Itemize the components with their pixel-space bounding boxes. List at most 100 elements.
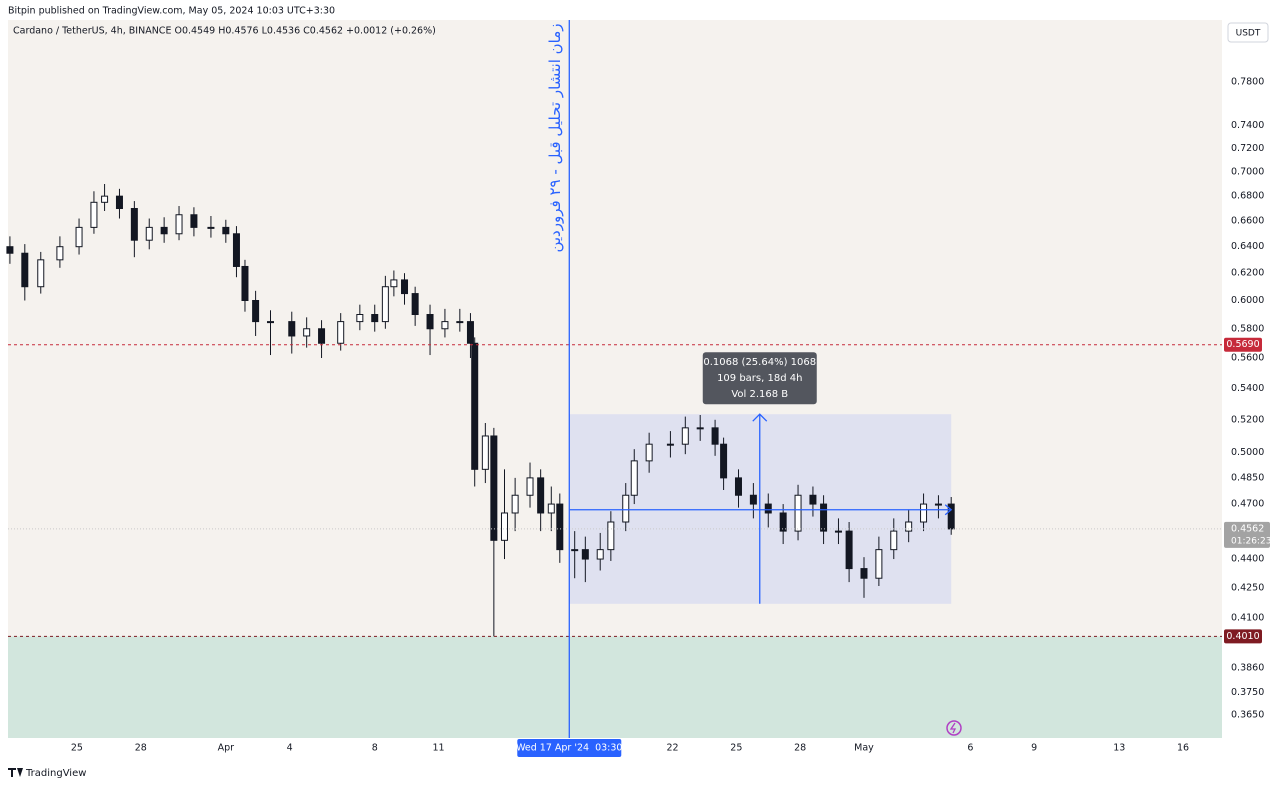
y-tick-label: 0.7400 [1231,120,1264,131]
candle-body [56,246,64,261]
axes: 0.7800 0.7400 0.7200 0.7000 0.6800 0.6600 0.64… [71,76,1271,757]
candle-body [471,342,479,470]
candle-body [696,427,704,430]
x-tick-label: 11 [433,743,445,754]
y-tick-label: 0.6000 [1231,295,1264,306]
y-tick-label: 0.5200 [1231,414,1264,425]
y-tick-label: 0.5400 [1231,383,1264,394]
candle-body [160,226,168,235]
candle-body [115,195,123,210]
candle-body [666,443,674,446]
candle-body [622,494,630,523]
candle-body [645,443,653,462]
candle-body [556,503,564,551]
plot-bg [8,20,1222,738]
candle-body [947,503,955,530]
candle-body [875,549,883,579]
y-tick-label: 0.4250 [1231,582,1264,593]
last-price-box [1224,521,1270,548]
candle-body [303,328,311,337]
candle-body [266,321,274,324]
candle-body [809,494,817,505]
candle-body [845,530,853,570]
candle-body [500,512,508,541]
countdown-label: 01:26:23 [1231,536,1271,546]
x-tick-label: Apr [218,743,235,754]
candle-body [905,521,913,532]
candle-body [426,314,434,330]
candle-body [920,503,928,523]
support-zone [8,636,1222,738]
candle-body [381,286,389,323]
candle-body [175,214,183,235]
alert-icon-bolt [949,722,957,734]
marker-note: زمان انتشار تحلیل قبل - ۲۹ فروردین [546,23,564,252]
candle-body [207,226,215,229]
candle-body [571,549,579,552]
y-tick-label: 0.7000 [1231,166,1264,177]
measure-tooltip-line: Vol 2.168 B [731,389,788,400]
marker-axis-box [517,739,622,757]
candle-body [390,279,398,288]
candle-body [734,477,742,496]
candle-body [456,321,464,324]
candle-body [860,568,868,579]
currency-button[interactable] [1227,22,1269,43]
x-tick-label: 25 [71,743,83,754]
candle-body [252,299,260,323]
y-tick-label: 0.6200 [1231,268,1264,279]
candle-body [6,246,14,254]
y-tick-label: 0.4100 [1231,612,1264,623]
candle-body [779,512,787,532]
candle-body [820,503,828,532]
candle-body [466,321,474,344]
x-tick-label: 8 [372,743,378,754]
candle-body [681,427,689,445]
y-tick-label: 0.4400 [1231,554,1264,565]
candle-body [401,279,409,295]
candle-body [222,226,230,235]
y-tick-label: 0.6600 [1231,216,1264,227]
published-note: Bitpin published on TradingView.com, May… [8,6,335,17]
candle-body [75,226,83,248]
level-label: 0.5690 [1226,339,1259,350]
x-tick-label: 16 [1177,743,1189,754]
candle-body [21,252,29,288]
candle-body [318,328,326,344]
candle-body [596,549,604,560]
measure-arrow-head [752,413,768,422]
tv-logo [8,768,23,777]
y-tick-label: 0.3860 [1231,663,1264,674]
candle-body [581,549,589,560]
x-tick-label: 13 [1113,743,1125,754]
candle-body [511,494,519,514]
candle-body [526,477,534,496]
level-label-box [1224,337,1262,352]
level-label-box [1224,629,1262,644]
currency-label[interactable]: USDT [1236,29,1261,39]
candle-body [794,494,802,532]
candle-body [337,321,345,344]
candle-body [934,503,942,506]
x-tick-label: 9 [1031,743,1037,754]
y-tick-label: 0.4850 [1231,472,1264,483]
x-tick-label: 4 [287,743,293,754]
x-tick-label: May [854,743,874,754]
candle-body [130,208,138,241]
candles [6,183,955,637]
brand: TradingView [25,768,86,779]
candle-body [490,435,498,541]
candle-body [288,321,296,337]
candle-body [241,265,249,301]
candle-body [101,195,109,203]
measure-tooltip-line: 109 bars, 18d 4h [717,373,802,384]
candle-body [764,503,772,514]
alert-icon[interactable] [946,720,962,736]
candle-body [411,293,419,316]
measure-tooltip-line: 0.1068 (25.64%) 1068 [703,357,816,368]
y-tick-label: 0.6400 [1231,241,1264,252]
x-tick-label: 25 [730,743,742,754]
y-tick-label: 0.7200 [1231,143,1264,154]
candle-body [356,314,364,323]
